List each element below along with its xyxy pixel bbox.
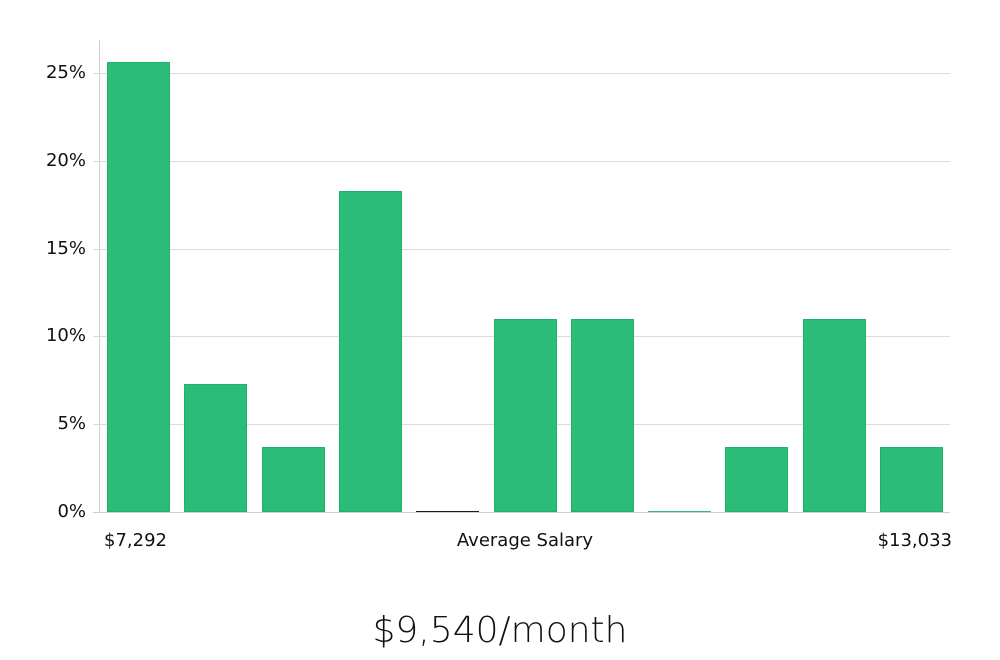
gridline [93,160,950,162]
histogram-bar [725,447,789,512]
x-min-label: $7,292 [104,530,167,551]
gridline [93,73,950,74]
histogram-bar [184,383,248,512]
x-axis-title: Average Salary [456,530,594,551]
y-tick-label: 5% [57,413,86,435]
average-salary-summary: $9,540/month [372,610,628,651]
y-tick-label: 15% [45,237,86,259]
y-tick-label: 10% [45,325,86,347]
histogram-bar [880,447,943,512]
y-tick-label: 25% [45,62,86,83]
histogram-bar [261,447,325,512]
salary-histogram: 0% 5% 10% 15% 20% 25% $7,292 Average Salary $13,… [45,40,952,551]
histogram-bar [570,318,634,512]
histogram-bar [648,511,712,512]
gridline [93,512,950,513]
histogram-bar [107,62,170,512]
y-tick-label: 0% [57,501,86,522]
x-max-label: $13,033 [877,530,952,551]
histogram-bar [802,318,866,512]
histogram-bar [338,190,402,512]
gridline [93,248,950,250]
histogram-bar [416,511,480,512]
histogram-bar [493,318,557,512]
y-tick-label: 20% [45,149,86,171]
y-axis [99,40,100,513]
